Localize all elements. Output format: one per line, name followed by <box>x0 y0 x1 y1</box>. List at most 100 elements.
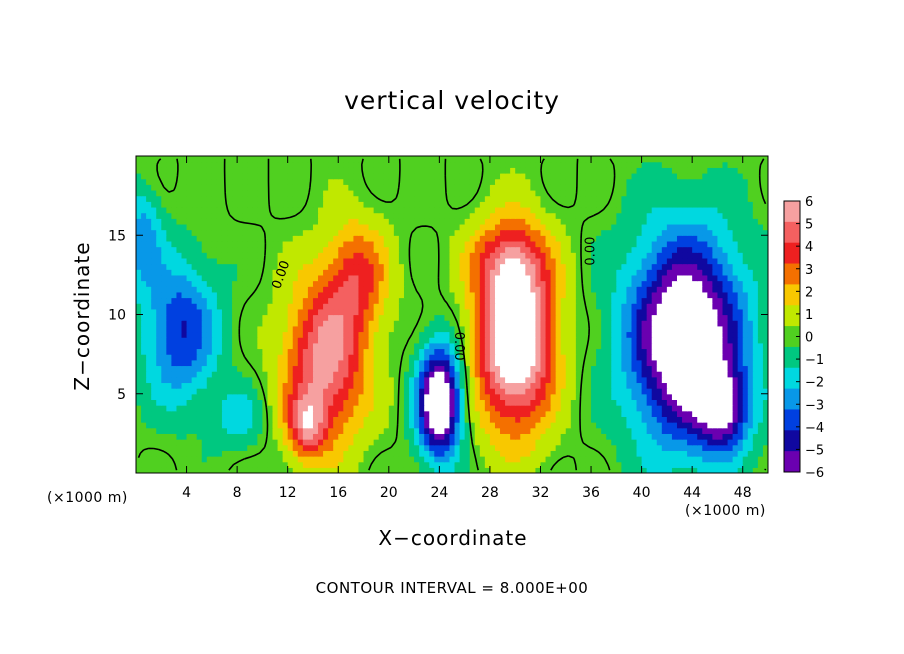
field-cell <box>166 359 172 367</box>
field-cell <box>651 337 658 344</box>
field-cell <box>641 410 648 417</box>
field-cell <box>252 439 258 446</box>
field-cell <box>555 461 562 468</box>
field-cell <box>186 354 193 361</box>
field-cell <box>656 410 663 417</box>
field-cell <box>656 274 663 282</box>
field-cell <box>545 246 552 253</box>
field-cell <box>191 456 198 463</box>
field-cell <box>373 303 380 310</box>
field-cell <box>247 410 253 417</box>
field-cell <box>277 297 284 304</box>
field-cell <box>373 252 380 259</box>
field-cell <box>328 325 334 333</box>
field-cell <box>621 433 628 440</box>
field-cell <box>692 461 698 468</box>
field-cell <box>328 433 334 440</box>
field-cell <box>494 433 501 440</box>
field-cell <box>323 331 329 338</box>
field-cell <box>358 405 365 412</box>
field-cell <box>697 303 703 310</box>
field-cell <box>141 422 147 429</box>
field-cell <box>262 280 269 287</box>
field-cell <box>515 342 521 350</box>
field-cell <box>166 314 172 321</box>
field-cell <box>267 416 274 423</box>
field-cell <box>257 286 263 293</box>
field-cell <box>358 325 365 333</box>
field-cell <box>307 382 314 389</box>
field-cell <box>201 416 208 423</box>
field-cell <box>242 291 248 299</box>
field-cell <box>393 314 400 321</box>
field-cell <box>515 354 521 361</box>
field-cell <box>419 399 425 406</box>
field-cell <box>434 359 440 367</box>
field-cell <box>348 371 355 378</box>
field-cell <box>525 456 531 463</box>
field-cell <box>591 393 597 401</box>
field-cell <box>267 308 274 316</box>
field-cell <box>510 456 516 463</box>
field-cell <box>474 382 481 389</box>
field-cell <box>282 376 289 384</box>
field-cell <box>545 297 552 304</box>
field-cell <box>762 286 768 293</box>
field-cell <box>616 444 622 451</box>
field-cell <box>687 314 693 321</box>
field-cell <box>636 325 643 333</box>
field-cell <box>136 450 142 457</box>
field-cell <box>712 320 719 327</box>
field-cell <box>606 365 612 372</box>
field-cell <box>216 269 223 276</box>
field-cell <box>227 263 233 270</box>
field-cell <box>419 450 425 457</box>
field-cell <box>712 410 719 417</box>
field-cell <box>343 371 349 378</box>
field-cell <box>398 399 405 406</box>
field-cell <box>575 280 582 287</box>
field-cell <box>611 325 617 333</box>
field-cell <box>661 246 668 253</box>
field-cell <box>378 461 385 468</box>
field-cell <box>747 410 754 417</box>
field-cell <box>535 416 542 423</box>
field-cell <box>596 365 602 372</box>
field-cell <box>414 303 420 310</box>
field-cell <box>611 399 617 406</box>
field-cell <box>565 331 572 338</box>
field-cell <box>363 246 370 253</box>
field-cell <box>474 439 481 446</box>
field-cell <box>136 342 142 350</box>
field-cell <box>747 393 754 401</box>
field-cell <box>388 291 395 299</box>
field-cell <box>146 269 152 276</box>
field-cell <box>277 354 284 361</box>
field-cell <box>393 246 400 253</box>
field-cell <box>525 280 531 287</box>
field-cell <box>596 416 602 423</box>
field-cell <box>484 376 491 384</box>
field-cell <box>484 297 491 304</box>
field-cell <box>247 297 253 304</box>
field-cell <box>636 444 643 451</box>
field-cell <box>570 320 577 327</box>
field-cell <box>358 388 365 395</box>
field-cell <box>343 439 349 446</box>
field-cell <box>353 388 360 395</box>
field-cell <box>186 393 193 401</box>
field-cell <box>161 342 167 350</box>
field-cell <box>656 433 663 440</box>
field-cell <box>707 274 713 282</box>
field-cell <box>328 388 334 395</box>
field-cell <box>302 274 309 282</box>
field-cell <box>302 416 309 423</box>
field-cell <box>611 263 617 270</box>
field-cell <box>510 280 516 287</box>
field-cell <box>211 439 218 446</box>
field-cell <box>166 325 172 333</box>
field-cell <box>252 274 258 282</box>
field-cell <box>717 393 724 401</box>
field-cell <box>262 376 269 384</box>
field-cell <box>641 444 648 451</box>
